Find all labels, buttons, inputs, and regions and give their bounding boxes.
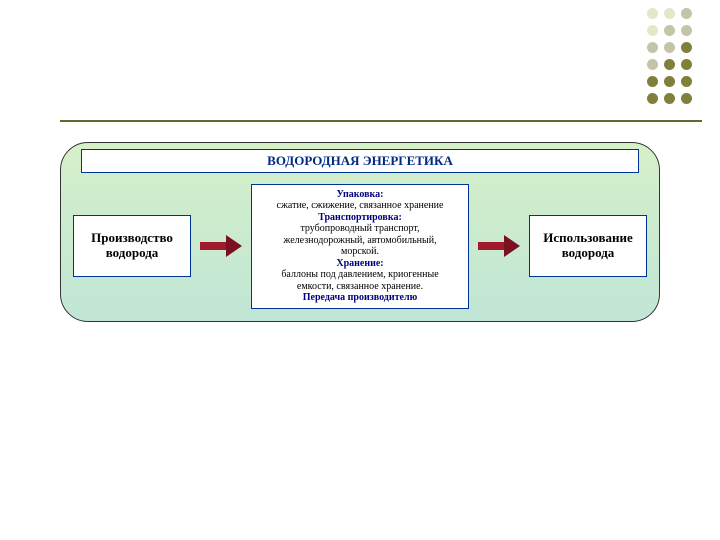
diagram-title-text: ВОДОРОДНАЯ ЭНЕРГЕТИКА	[267, 153, 453, 168]
mid-t3b: емкости, связанное хранение.	[297, 281, 423, 293]
decorative-dot	[681, 93, 692, 104]
mid-h2: Транспортировка:	[318, 212, 402, 224]
decorative-dot	[664, 8, 675, 19]
box-usage-line1: Использование	[543, 231, 632, 246]
decorative-dot	[647, 59, 658, 70]
decorative-dot-grid	[647, 8, 692, 104]
decorative-dot	[681, 59, 692, 70]
box-usage: Использование водорода	[529, 215, 647, 277]
box-usage-line2: водорода	[562, 246, 615, 261]
hydrogen-energy-diagram: ВОДОРОДНАЯ ЭНЕРГЕТИКА Производство водор…	[60, 142, 660, 322]
horizontal-rule	[60, 120, 702, 122]
arrow-head-poly	[226, 235, 242, 257]
mid-h3: Хранение:	[336, 258, 383, 270]
mid-t3a: баллоны под давлением, криогенные	[281, 269, 438, 281]
diagram-title: ВОДОРОДНАЯ ЭНЕРГЕТИКА	[81, 149, 640, 173]
mid-t2b: железнодорожный, автомобильный,	[283, 235, 436, 247]
decorative-dot	[681, 25, 692, 36]
mid-h1: Упаковка:	[336, 189, 383, 201]
decorative-dot	[647, 42, 658, 53]
decorative-dot	[647, 25, 658, 36]
decorative-dot	[647, 8, 658, 19]
box-production-line1: Производство	[91, 231, 173, 246]
decorative-dot	[664, 76, 675, 87]
box-production-line2: водорода	[106, 246, 159, 261]
decorative-dot	[681, 76, 692, 87]
box-processing: Упаковка: сжатие, сжижение, связанное хр…	[251, 184, 469, 309]
arrow-body-rect	[200, 242, 226, 250]
mid-t1: сжатие, сжижение, связанное хранение	[277, 200, 444, 212]
mid-h4: Передача производителю	[303, 292, 417, 304]
diagram-row: Производство водорода Упаковка: сжатие, …	[69, 179, 651, 313]
decorative-dot	[664, 59, 675, 70]
decorative-dot	[664, 42, 675, 53]
decorative-dot	[664, 93, 675, 104]
box-production: Производство водорода	[73, 215, 191, 277]
dot-col-1	[647, 8, 658, 104]
arrow-head-poly2	[504, 235, 520, 257]
dot-col-2	[664, 8, 675, 104]
decorative-dot	[647, 76, 658, 87]
decorative-dot	[681, 42, 692, 53]
decorative-dot	[647, 93, 658, 104]
dot-col-3	[681, 8, 692, 104]
mid-t2a: трубопроводный транспорт,	[300, 223, 419, 235]
mid-t2c: морской.	[341, 246, 379, 258]
arrow-body-rect2	[478, 242, 504, 250]
decorative-dot	[664, 25, 675, 36]
arrow-left	[200, 235, 242, 257]
decorative-dot	[681, 8, 692, 19]
arrow-right	[478, 235, 520, 257]
